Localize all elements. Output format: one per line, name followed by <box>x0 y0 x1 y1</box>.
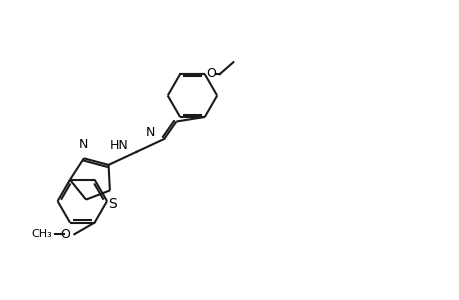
Text: N: N <box>145 126 155 139</box>
Text: N: N <box>79 139 89 152</box>
Text: S: S <box>108 197 117 211</box>
Text: O: O <box>206 67 216 80</box>
Text: O: O <box>61 228 70 241</box>
Text: CH₃: CH₃ <box>32 229 52 239</box>
Text: HN: HN <box>110 139 129 152</box>
